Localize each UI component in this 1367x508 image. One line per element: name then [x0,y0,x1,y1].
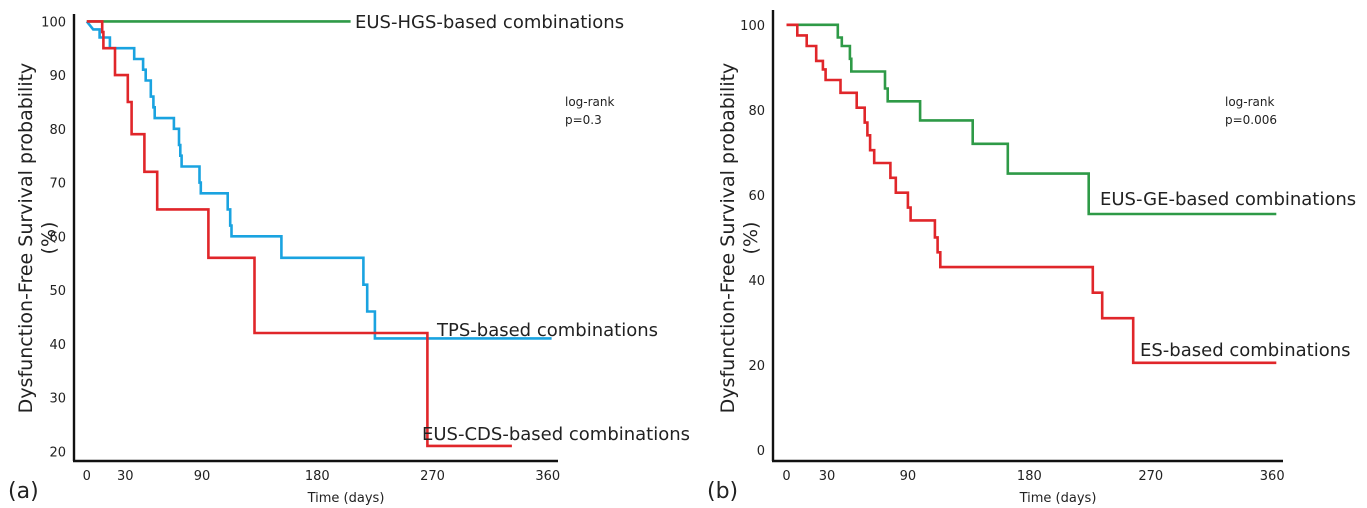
x-tick-label: 180 [305,469,330,484]
y-tick-label: 0 [757,444,765,459]
y-tick-label: 100 [41,15,66,30]
x-tick-label: 180 [1017,469,1042,484]
x-tick-label: 270 [420,469,445,484]
x-tick-label: 360 [1260,469,1285,484]
series-label: EUS-CDS-based combinations [422,424,690,445]
panel-label: (a) [8,479,39,504]
x-tick-label: 30 [819,469,836,484]
series-label: ES-based combinations [1140,340,1351,361]
x-tick-label: 90 [900,469,917,484]
x-tick-label: 0 [782,469,790,484]
y-axis-unit-label: (%) [740,222,762,255]
series-line [85,20,552,340]
x-tick-label: 90 [194,469,211,484]
series-label: EUS-GE-based combinations [1100,189,1356,210]
x-tick-label: 30 [117,469,134,484]
y-tick-label: 80 [748,104,765,119]
series-line [86,20,512,448]
x-tick-label: 270 [1138,469,1163,484]
y-tick-label: 60 [49,230,66,245]
y-tick-label: 40 [748,274,765,289]
y-tick-label: 20 [748,359,765,374]
y-tick-label: 60 [748,189,765,204]
y-tick-label: 50 [49,284,66,299]
y-tick-label: 20 [49,445,66,460]
y-tick-label: 80 [49,123,66,138]
y-tick-label: 90 [49,69,66,84]
y-tick-label: 40 [49,338,66,353]
series-label: EUS-HGS-based combinations [355,12,624,33]
y-tick-label: 30 [49,392,66,407]
logrank-annotation: log-rank [565,95,615,109]
panel-a: 20 30 40 50 60 70 80 90 100 0 30 90 180 270 360 Time (d… [8,12,690,506]
y-tick-label: 100 [740,19,765,34]
logrank-annotation: log-rank [1225,95,1275,109]
logrank-annotation: p=0.3 [565,113,602,127]
panel-b: 0 20 40 60 80 100 0 30 90 180 270 360 Time (days) Dys… [707,10,1356,506]
x-axis-label: Time (days) [307,491,385,506]
logrank-annotation: p=0.006 [1225,113,1277,127]
y-axis-unit-label: (%) [38,222,60,255]
y-axis-label: Dysfunction-Free Survival probability [717,63,739,414]
series-label: TPS-based combinations [436,320,658,341]
series-line [786,23,1277,365]
x-tick-label: 0 [83,469,91,484]
x-tick-label: 360 [535,469,560,484]
panel-label: (b) [707,479,738,504]
y-axis-label: Dysfunction-Free Survival probability [15,63,37,414]
y-tick-label: 70 [49,177,66,192]
series-line [786,23,1277,216]
x-axis-label: Time (days) [1019,491,1097,506]
